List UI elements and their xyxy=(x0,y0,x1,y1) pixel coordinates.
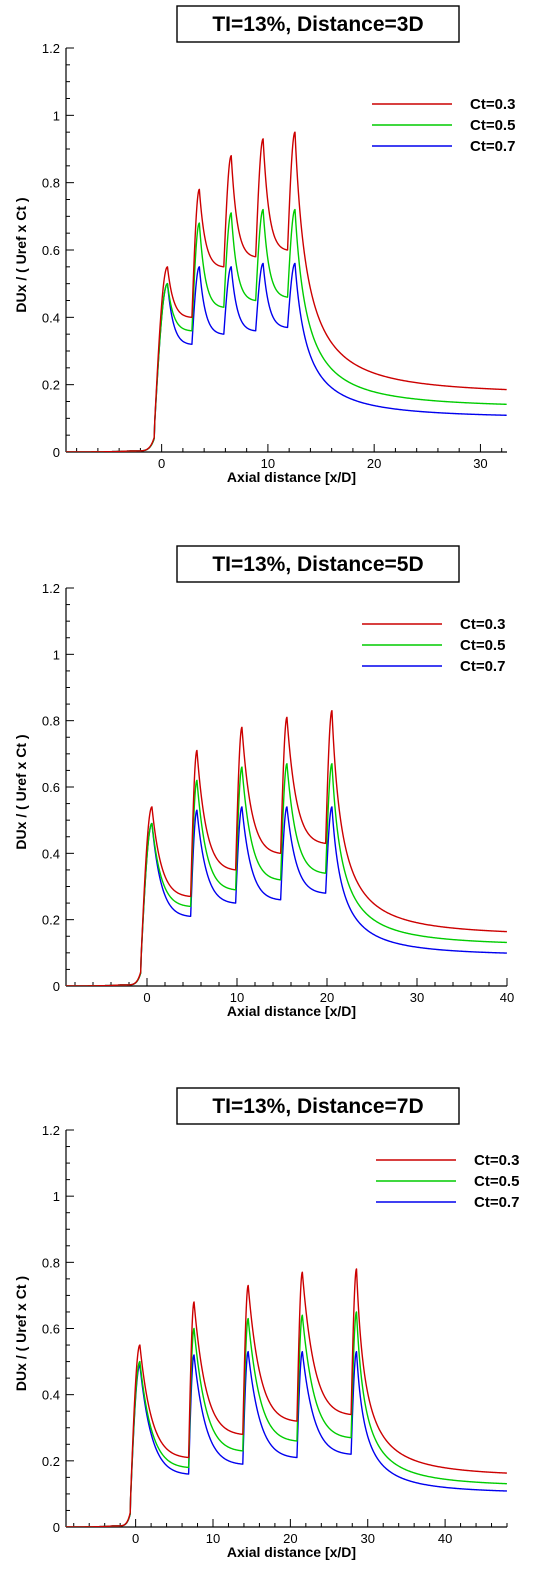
legend-label: Ct=0.5 xyxy=(474,1173,519,1190)
y-axis-title: DUx / ( Uref x Ct ) xyxy=(13,734,29,849)
y-tick-label: 0 xyxy=(53,979,60,994)
y-tick-label: 1 xyxy=(53,647,60,662)
chart-title: TI=13%, Distance=7D xyxy=(212,1095,423,1118)
x-tick-label: 10 xyxy=(261,456,275,471)
series-line-ct-0-3 xyxy=(66,1268,507,1527)
y-tick-label: 0.4 xyxy=(42,1388,60,1403)
x-tick-label: 20 xyxy=(283,1531,297,1546)
x-tick-label: 0 xyxy=(132,1531,139,1546)
x-tick-label: 30 xyxy=(410,990,424,1005)
legend-label: Ct=0.5 xyxy=(470,117,515,134)
y-tick-label: 0.2 xyxy=(42,378,60,393)
y-tick-label: 1 xyxy=(53,108,60,123)
x-tick-label: 0 xyxy=(158,456,165,471)
y-tick-label: 0 xyxy=(53,445,60,460)
y-tick-label: 0.8 xyxy=(42,176,60,191)
x-axis-title: Axial distance [x/D] xyxy=(227,469,356,485)
chart-title: TI=13%, Distance=5D xyxy=(212,553,423,576)
legend-label: Ct=0.3 xyxy=(474,1152,519,1169)
chart-title-box xyxy=(176,1087,460,1125)
x-tick-label: 0 xyxy=(143,990,150,1005)
chart-panel-3: TI=13%, Distance=7D 0 0.2 0.4 0.6 0.8 1 1.2 0 10 2… xyxy=(13,1087,519,1560)
legend-label: Ct=0.7 xyxy=(460,658,505,675)
series-line-ct-0-3 xyxy=(66,131,507,452)
x-tick-label: 30 xyxy=(473,456,487,471)
y-tick-label: 0.8 xyxy=(42,714,60,729)
x-tick-label: 20 xyxy=(320,990,334,1005)
y-tick-label: 0.2 xyxy=(42,1454,60,1469)
chart-panel-1: TI=13%, Distance=3D 0 0.2 0.4 0.6 0.8 1 1.2 0 10 2… xyxy=(13,5,515,485)
y-tick-label: 1.2 xyxy=(42,1123,60,1138)
x-axis-title: Axial distance [x/D] xyxy=(227,1544,356,1560)
legend-label: Ct=0.3 xyxy=(470,96,515,113)
x-tick-label: 40 xyxy=(500,990,514,1005)
series-line-ct-0-3 xyxy=(66,710,507,986)
y-tick-label: 0.2 xyxy=(42,913,60,928)
y-axis-title: DUx / ( Uref x Ct ) xyxy=(13,1276,29,1391)
x-tick-label: 10 xyxy=(206,1531,220,1546)
x-tick-label: 40 xyxy=(438,1531,452,1546)
series-line-ct-0-5 xyxy=(66,763,507,986)
legend-label: Ct=0.7 xyxy=(470,138,515,155)
series-line-ct-0-7 xyxy=(66,262,507,452)
x-axis-title: Axial distance [x/D] xyxy=(227,1003,356,1019)
series-line-ct-0-7 xyxy=(66,806,507,986)
y-tick-label: 0.6 xyxy=(42,780,60,795)
x-tick-label: 20 xyxy=(367,456,381,471)
legend-label: Ct=0.7 xyxy=(474,1194,519,1211)
y-tick-label: 0.8 xyxy=(42,1255,60,1270)
legend-label: Ct=0.5 xyxy=(460,637,505,654)
x-tick-label: 30 xyxy=(361,1531,375,1546)
y-tick-label: 1 xyxy=(53,1189,60,1204)
chart-panel-2: TI=13%, Distance=5D 0 0.2 0.4 0.6 0.8 1 1.2 0 10 2… xyxy=(13,545,514,1019)
chart-title-box xyxy=(176,545,460,583)
x-tick-label: 10 xyxy=(230,990,244,1005)
series-line-ct-0-5 xyxy=(66,208,507,452)
y-tick-label: 0 xyxy=(53,1520,60,1535)
y-tick-label: 1.2 xyxy=(42,41,60,56)
y-tick-label: 0.6 xyxy=(42,1322,60,1337)
y-tick-label: 0.6 xyxy=(42,243,60,258)
y-tick-label: 1.2 xyxy=(42,581,60,596)
chart-title-box xyxy=(176,5,460,43)
chart-title: TI=13%, Distance=3D xyxy=(212,13,423,36)
y-tick-label: 0.4 xyxy=(42,846,60,861)
legend-label: Ct=0.3 xyxy=(460,616,505,633)
y-tick-label: 0.4 xyxy=(42,310,60,325)
y-axis-title: DUx / ( Uref x Ct ) xyxy=(13,197,29,312)
